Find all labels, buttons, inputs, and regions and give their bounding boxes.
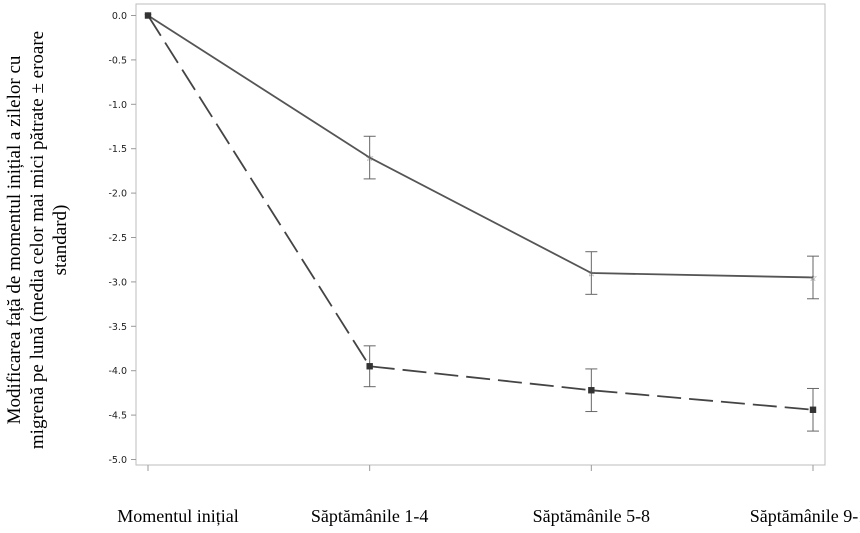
x-axis: Momentul inițial Săptămânile 1-4 Săptămâni… xyxy=(117,465,860,526)
data-point xyxy=(588,387,595,394)
x-tick-label: Săptămânile 5-8 xyxy=(533,506,650,526)
x-tick-label: Săptămânile 1-4 xyxy=(311,506,428,526)
series-line xyxy=(147,14,814,279)
series-layer: ☆☆☆☆ xyxy=(144,11,819,432)
data-point xyxy=(144,12,152,19)
y-tick-label: -4.0 xyxy=(108,366,127,377)
x-tick-label: Săptămânile 9-12 xyxy=(750,506,860,526)
y-tick-label: -4.5 xyxy=(108,411,127,422)
y-axis-title-line-3: standard) xyxy=(50,205,71,276)
y-tick-label: -1.5 xyxy=(108,144,127,155)
data-point: ☆ xyxy=(587,269,596,280)
data-point xyxy=(366,363,373,370)
y-tick-label: -3.0 xyxy=(108,277,127,288)
series-1: ☆☆☆☆ xyxy=(144,11,819,300)
y-axis: 0.0 -0.5 -1.0 -1.5 -2.0 -2.5 -3.0 -3.5 -4.0 -4.5 -… xyxy=(108,11,136,466)
y-tick-label: -2.0 xyxy=(108,189,127,200)
y-tick-label: -2.5 xyxy=(108,233,127,244)
series-2 xyxy=(144,12,819,432)
data-point: ☆ xyxy=(809,273,818,284)
y-tick-label: 0.0 xyxy=(112,11,127,22)
y-axis-title-line-2: migrenă pe lună (media celor mai mici pă… xyxy=(27,31,48,449)
data-point xyxy=(809,406,817,413)
y-tick-label: -3.5 xyxy=(108,322,127,333)
series-line xyxy=(147,15,814,411)
y-tick-label: -0.5 xyxy=(108,55,127,66)
y-axis-title-line-1: Modificarea față de momentul inițial a z… xyxy=(4,55,25,424)
plot-frame xyxy=(135,3,826,466)
data-point: ☆ xyxy=(365,153,374,164)
x-tick-label: Momentul inițial xyxy=(117,506,239,526)
y-tick-label: -1.0 xyxy=(108,100,127,111)
y-tick-label: -5.0 xyxy=(108,455,127,466)
